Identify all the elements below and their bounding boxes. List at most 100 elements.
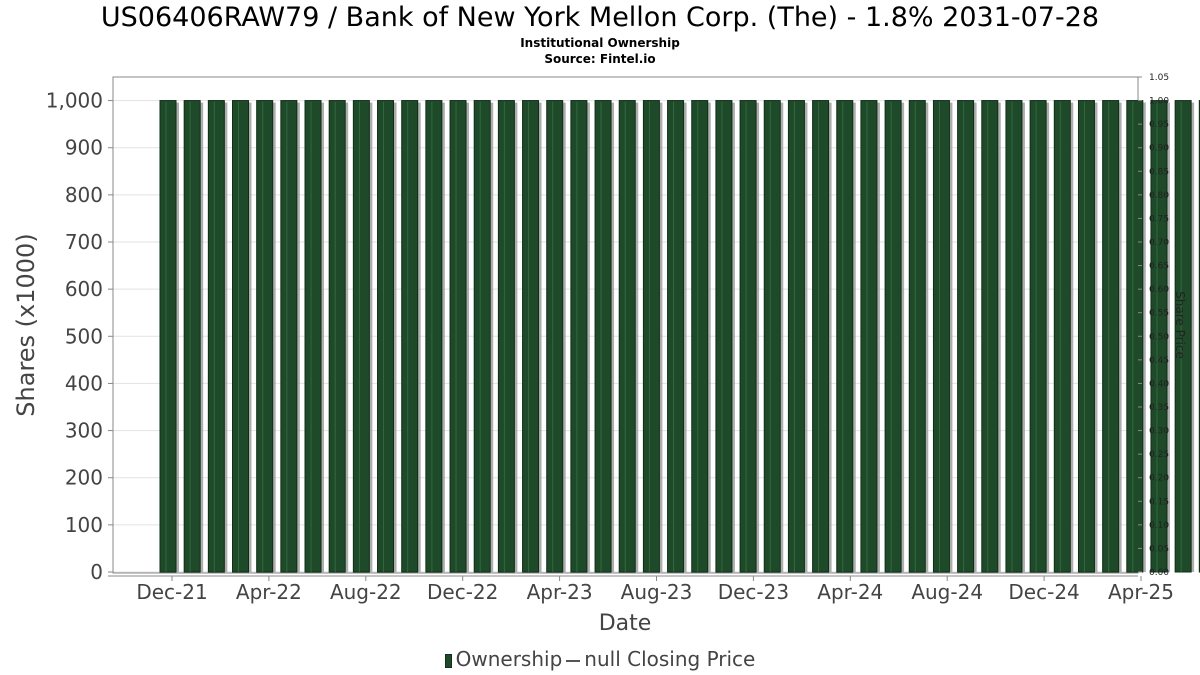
- ownership-bar: [860, 100, 878, 573]
- y-tick-label: 300: [65, 419, 103, 443]
- x-axis: Dec-21 Apr-22 Aug-22 Dec-22 Apr-23 Aug-23 Dec-…: [108, 575, 1174, 604]
- y2-tick-label: 0.15: [1149, 497, 1169, 507]
- ownership-bar: [280, 100, 298, 573]
- ownership-bar: [715, 100, 733, 573]
- y-tick-label: 0: [90, 560, 103, 584]
- x-tick-label: Apr-24: [817, 580, 883, 604]
- x-tick-label: Aug-22: [330, 580, 402, 604]
- x-axis-label: Date: [599, 611, 652, 636]
- ownership-bar: [957, 100, 975, 573]
- ownership-bar: [932, 100, 950, 573]
- y2-tick-label: 1.00: [1149, 97, 1169, 107]
- y-tick-label: 600: [65, 277, 103, 301]
- ownership-bar: [667, 100, 685, 573]
- y2-axis: 0.00 0.05 0.10 0.15 0.20 0.25 0.30 0.35 0.40 0.45…: [1138, 73, 1169, 578]
- y2-tick-label: 0.45: [1149, 356, 1169, 366]
- ownership-bar: [981, 100, 999, 573]
- ownership-bar: [449, 100, 467, 573]
- x-tick-label: Aug-23: [621, 580, 693, 604]
- ownership-bar: [787, 100, 805, 573]
- y2-tick-label: 0.10: [1149, 521, 1169, 531]
- y2-tick-label: 0.65: [1149, 262, 1169, 272]
- x-tick-label: Dec-24: [1008, 580, 1079, 604]
- ownership-bar: [884, 100, 902, 573]
- ownership-bar: [1150, 100, 1168, 573]
- legend: Ownership null Closing Price: [0, 647, 1200, 671]
- ownership-bar: [812, 100, 830, 573]
- y2-axis-label: Share Price: [1173, 291, 1187, 359]
- ownership-bar: [304, 100, 322, 573]
- y-tick-label: 1,000: [46, 89, 103, 113]
- ownership-bar: [1102, 100, 1120, 573]
- y2-tick-label: 0.55: [1149, 309, 1169, 319]
- x-tick-label: Aug-24: [911, 580, 983, 604]
- x-tick-label: Apr-23: [527, 580, 593, 604]
- y2-tick-label: 0.80: [1149, 191, 1169, 201]
- ownership-bar: [1005, 100, 1023, 573]
- ownership-bar: [570, 100, 588, 573]
- ownership-bar: [1174, 100, 1192, 573]
- y-tick-label: 400: [65, 371, 103, 395]
- y2-tick-label: 0.95: [1149, 120, 1169, 130]
- bars-layer: [159, 100, 1200, 573]
- x-tick-label: Dec-21: [136, 580, 207, 604]
- x-tick-label: Dec-23: [718, 580, 789, 604]
- ownership-bar: [594, 100, 612, 573]
- x-tick-label: Dec-22: [427, 580, 498, 604]
- y-axis: 0 100 200 300 400 500 600 700 800 900 1,000: [46, 89, 113, 584]
- y2-tick-label: 0.35: [1149, 403, 1169, 413]
- y2-tick-label: 0.25: [1149, 450, 1169, 460]
- ownership-bar: [642, 100, 660, 573]
- ownership-bar: [497, 100, 515, 573]
- chart-title: US06406RAW79 / Bank of New York Mellon C…: [100, 2, 1100, 33]
- ownership-bar: [763, 100, 781, 573]
- ownership-bar: [618, 100, 636, 573]
- legend-price-label: null Closing Price: [584, 647, 756, 671]
- ownership-bar: [328, 100, 346, 573]
- ownership-bar: [256, 100, 274, 573]
- ownership-bar: [377, 100, 395, 573]
- y-tick-label: 700: [65, 230, 103, 254]
- ownership-bar: [159, 100, 177, 573]
- legend-ownership-swatch: [444, 653, 452, 668]
- ownership-bar: [739, 100, 757, 573]
- ownership-bar: [546, 100, 564, 573]
- y2-tick-label: 0.70: [1149, 238, 1169, 248]
- x-tick-label: Apr-25: [1108, 580, 1174, 604]
- ownership-bar: [183, 100, 201, 573]
- legend-price-line: [566, 659, 581, 662]
- ownership-bar: [1077, 100, 1095, 573]
- y2-tick-label: 0.40: [1149, 379, 1169, 389]
- ownership-bar: [1029, 100, 1047, 573]
- y-axis-label: Shares (x1000): [12, 233, 40, 416]
- ownership-bar: [522, 100, 540, 573]
- ownership-bar: [691, 100, 709, 573]
- ownership-bar: [836, 100, 854, 573]
- y2-tick-label: 1.05: [1149, 73, 1169, 83]
- y2-tick-label: 0.00: [1149, 568, 1169, 578]
- y2-tick-label: 0.75: [1149, 214, 1169, 224]
- chart-subtitle: Institutional Ownership: [520, 36, 680, 50]
- ownership-bar: [401, 100, 419, 573]
- ownership-bar: [425, 100, 443, 573]
- y2-tick-label: 0.20: [1149, 474, 1169, 484]
- y2-tick-label: 0.30: [1149, 427, 1169, 437]
- y-tick-label: 800: [65, 183, 103, 207]
- ownership-bar: [473, 100, 491, 573]
- ownership-bar: [232, 100, 250, 573]
- y2-tick-label: 0.60: [1149, 285, 1169, 295]
- ownership-bar: [207, 100, 225, 573]
- y2-tick-label: 0.50: [1149, 332, 1169, 342]
- ownership-bar: [352, 100, 370, 573]
- y-tick-label: 100: [65, 513, 103, 537]
- ownership-bar: [908, 100, 926, 573]
- y2-tick-label: 0.05: [1149, 544, 1169, 554]
- y2-tick-label: 0.85: [1149, 167, 1169, 177]
- x-tick-label: Apr-22: [236, 580, 302, 604]
- y-tick-label: 200: [65, 466, 103, 490]
- ownership-bar: [1053, 100, 1071, 573]
- chart-source: Source: Fintel.io: [544, 52, 656, 66]
- y-tick-label: 900: [65, 136, 103, 160]
- legend-ownership-label: Ownership: [455, 647, 563, 671]
